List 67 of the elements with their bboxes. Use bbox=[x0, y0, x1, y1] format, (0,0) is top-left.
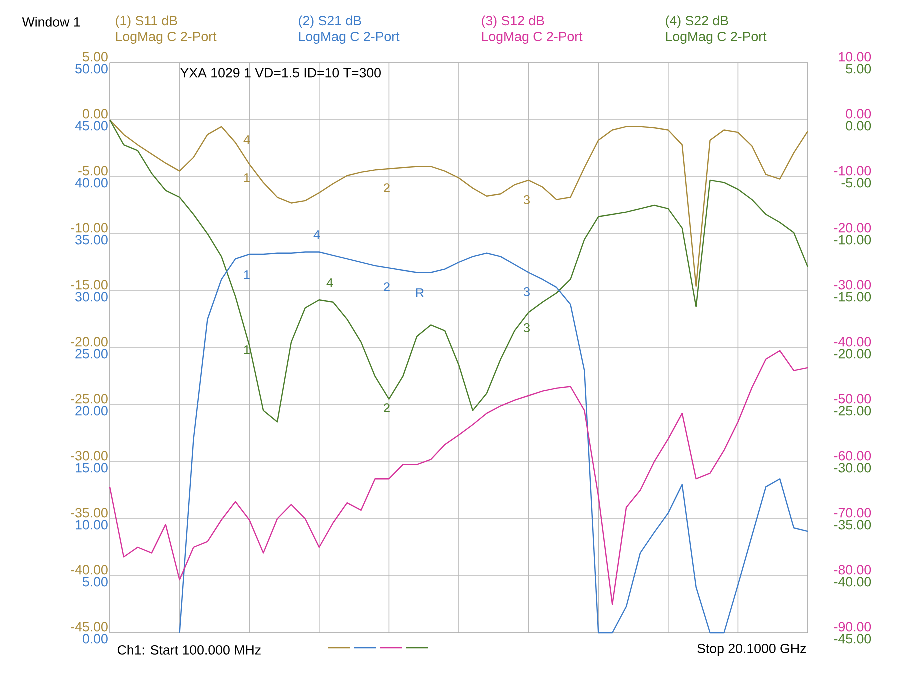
y-tick-label: -45.00 bbox=[71, 622, 108, 632]
text: -15.00 bbox=[834, 292, 872, 302]
annotation: 1 bbox=[244, 270, 250, 280]
text: LogMag C 2-Port bbox=[482, 32, 583, 44]
text: LogMag C 2-Port bbox=[116, 32, 217, 44]
text: (3) S12 dB bbox=[482, 16, 544, 28]
text: -30.00 bbox=[834, 463, 872, 473]
text: 5.00 bbox=[846, 64, 872, 74]
text: -5.00 bbox=[842, 178, 872, 188]
text: 0.00 bbox=[846, 121, 872, 131]
y3-tick-label: 0.00 bbox=[846, 109, 872, 119]
annotation: 4 bbox=[326, 278, 334, 288]
y2-tick-label: 25.00 bbox=[76, 349, 108, 359]
y2-tick-label: 40.00 bbox=[75, 178, 108, 188]
y-tick-label: 0.00 bbox=[82, 109, 108, 119]
annotation: 3 bbox=[524, 196, 530, 204]
y-tick-label: -25.00 bbox=[71, 394, 108, 404]
y-tick-label: -30.00 bbox=[71, 451, 108, 461]
text: -25.00 bbox=[834, 406, 872, 416]
text: (1) S11 dB bbox=[116, 16, 178, 28]
y3-tick-label: -60.00 bbox=[834, 451, 872, 461]
annotation: 2 bbox=[384, 184, 390, 192]
text: Window 1 bbox=[22, 17, 80, 27]
y2-tick-label: 35.00 bbox=[76, 235, 108, 245]
y3-tick-label: -90.00 bbox=[834, 622, 872, 632]
y3-tick-label: -40.00 bbox=[834, 337, 872, 347]
y3-tick-label: -10.00 bbox=[834, 166, 872, 176]
y3-tick-label: -20.00 bbox=[834, 223, 872, 233]
text: Stop 20.1000 GHz bbox=[698, 644, 806, 656]
annotation: YXA 1029 1 VD=1.5 ID=10 T=300 bbox=[180, 68, 381, 78]
y-tick-label: -35.00 bbox=[71, 508, 108, 518]
annotation: 2 bbox=[384, 404, 390, 412]
text: -45.00 bbox=[834, 634, 872, 644]
y-tick-label: -40.00 bbox=[71, 565, 108, 575]
text: -35.00 bbox=[834, 520, 872, 530]
text: Ch1: Start 100.000 MHz bbox=[118, 645, 261, 655]
annotation: 4 bbox=[244, 136, 250, 144]
annotation: 3 bbox=[524, 288, 530, 296]
y2-tick-label: 15.00 bbox=[76, 463, 108, 473]
text: LogMag C 2-Port bbox=[299, 32, 400, 44]
annotation: 1 bbox=[244, 346, 250, 354]
annotation: 2 bbox=[384, 282, 390, 292]
y-tick-label: -20.00 bbox=[71, 337, 108, 347]
y-tick-label: -15.00 bbox=[71, 280, 108, 290]
y3-tick-label: -30.00 bbox=[834, 280, 872, 290]
y-tick-label: -5.00 bbox=[78, 166, 108, 176]
y-tick-label: 5.00 bbox=[82, 52, 108, 62]
y3-tick-label: 10.00 bbox=[839, 52, 872, 62]
annotation: 3 bbox=[524, 324, 530, 332]
annotation: R bbox=[416, 288, 424, 298]
y2-tick-label: 45.00 bbox=[75, 121, 108, 131]
text: LogMag C 2-Port bbox=[666, 32, 767, 44]
annotation: 4 bbox=[314, 230, 320, 240]
annotation: 1 bbox=[244, 174, 250, 182]
text: (2) S21 dB bbox=[299, 16, 362, 28]
text: -10.00 bbox=[834, 235, 872, 245]
text: (4) S22 dB bbox=[666, 16, 728, 28]
text: -40.00 bbox=[834, 577, 872, 587]
y2-tick-label: 30.00 bbox=[76, 292, 108, 302]
y3-tick-label: -70.00 bbox=[834, 508, 872, 518]
y2-tick-label: 20.00 bbox=[76, 406, 108, 416]
y3-tick-label: -50.00 bbox=[834, 394, 872, 404]
y2-tick-label: 50.00 bbox=[76, 64, 108, 74]
y3-tick-label: -80.00 bbox=[834, 565, 872, 575]
text: -20.00 bbox=[834, 349, 872, 359]
y-tick-label: -10.00 bbox=[71, 223, 108, 233]
y2-tick-label: 10.00 bbox=[76, 520, 108, 530]
